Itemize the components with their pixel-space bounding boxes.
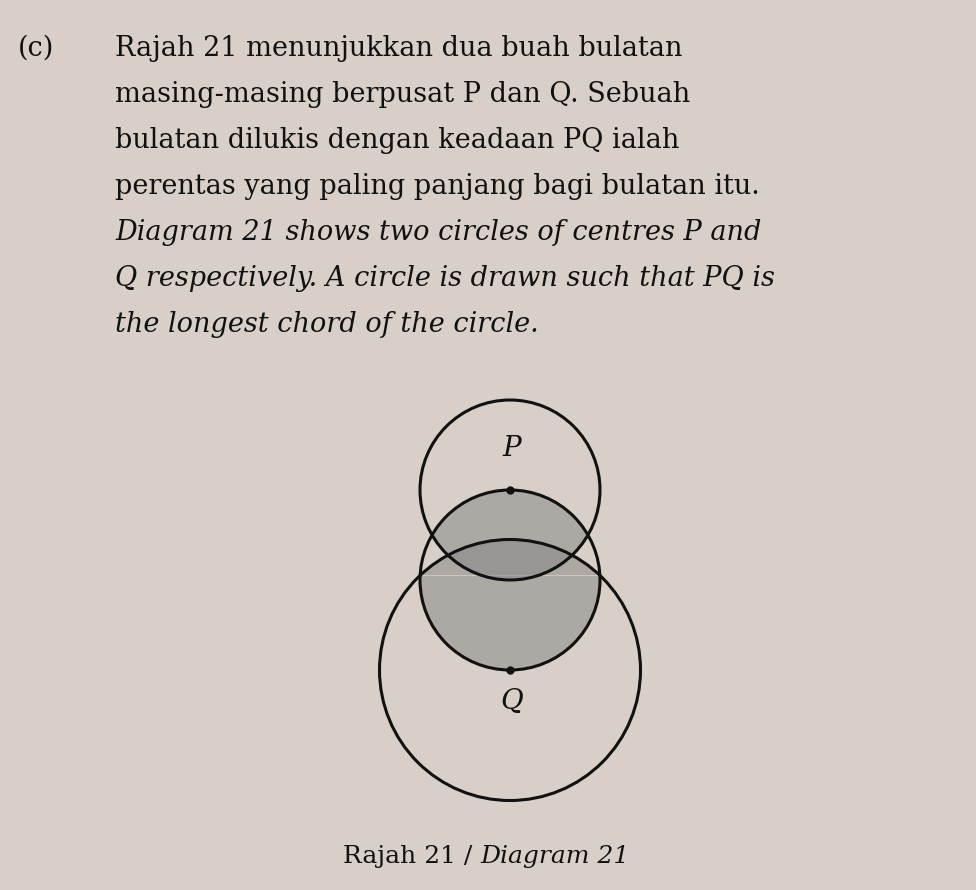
Text: Rajah 21 menunjukkan dua buah bulatan: Rajah 21 menunjukkan dua buah bulatan [115,35,682,62]
Text: (c): (c) [18,35,55,62]
Text: Q: Q [501,688,523,715]
Text: masing-masing berpusat P dan Q. Sebuah: masing-masing berpusat P dan Q. Sebuah [115,81,690,108]
Text: Diagram 21: Diagram 21 [480,845,630,868]
Text: perentas yang paling panjang bagi bulatan itu.: perentas yang paling panjang bagi bulata… [115,173,759,200]
Text: bulatan dilukis dengan keadaan PQ ialah: bulatan dilukis dengan keadaan PQ ialah [115,127,679,154]
Text: Diagram 21 shows two circles of centres P and: Diagram 21 shows two circles of centres … [115,219,761,246]
Text: P: P [503,435,521,462]
Text: the longest chord of the circle.: the longest chord of the circle. [115,311,539,338]
Text: Q respectively. A circle is drawn such that PQ is: Q respectively. A circle is drawn such t… [115,265,775,292]
Text: Rajah 21 /: Rajah 21 / [343,845,480,868]
Polygon shape [432,490,588,580]
Polygon shape [420,539,600,670]
